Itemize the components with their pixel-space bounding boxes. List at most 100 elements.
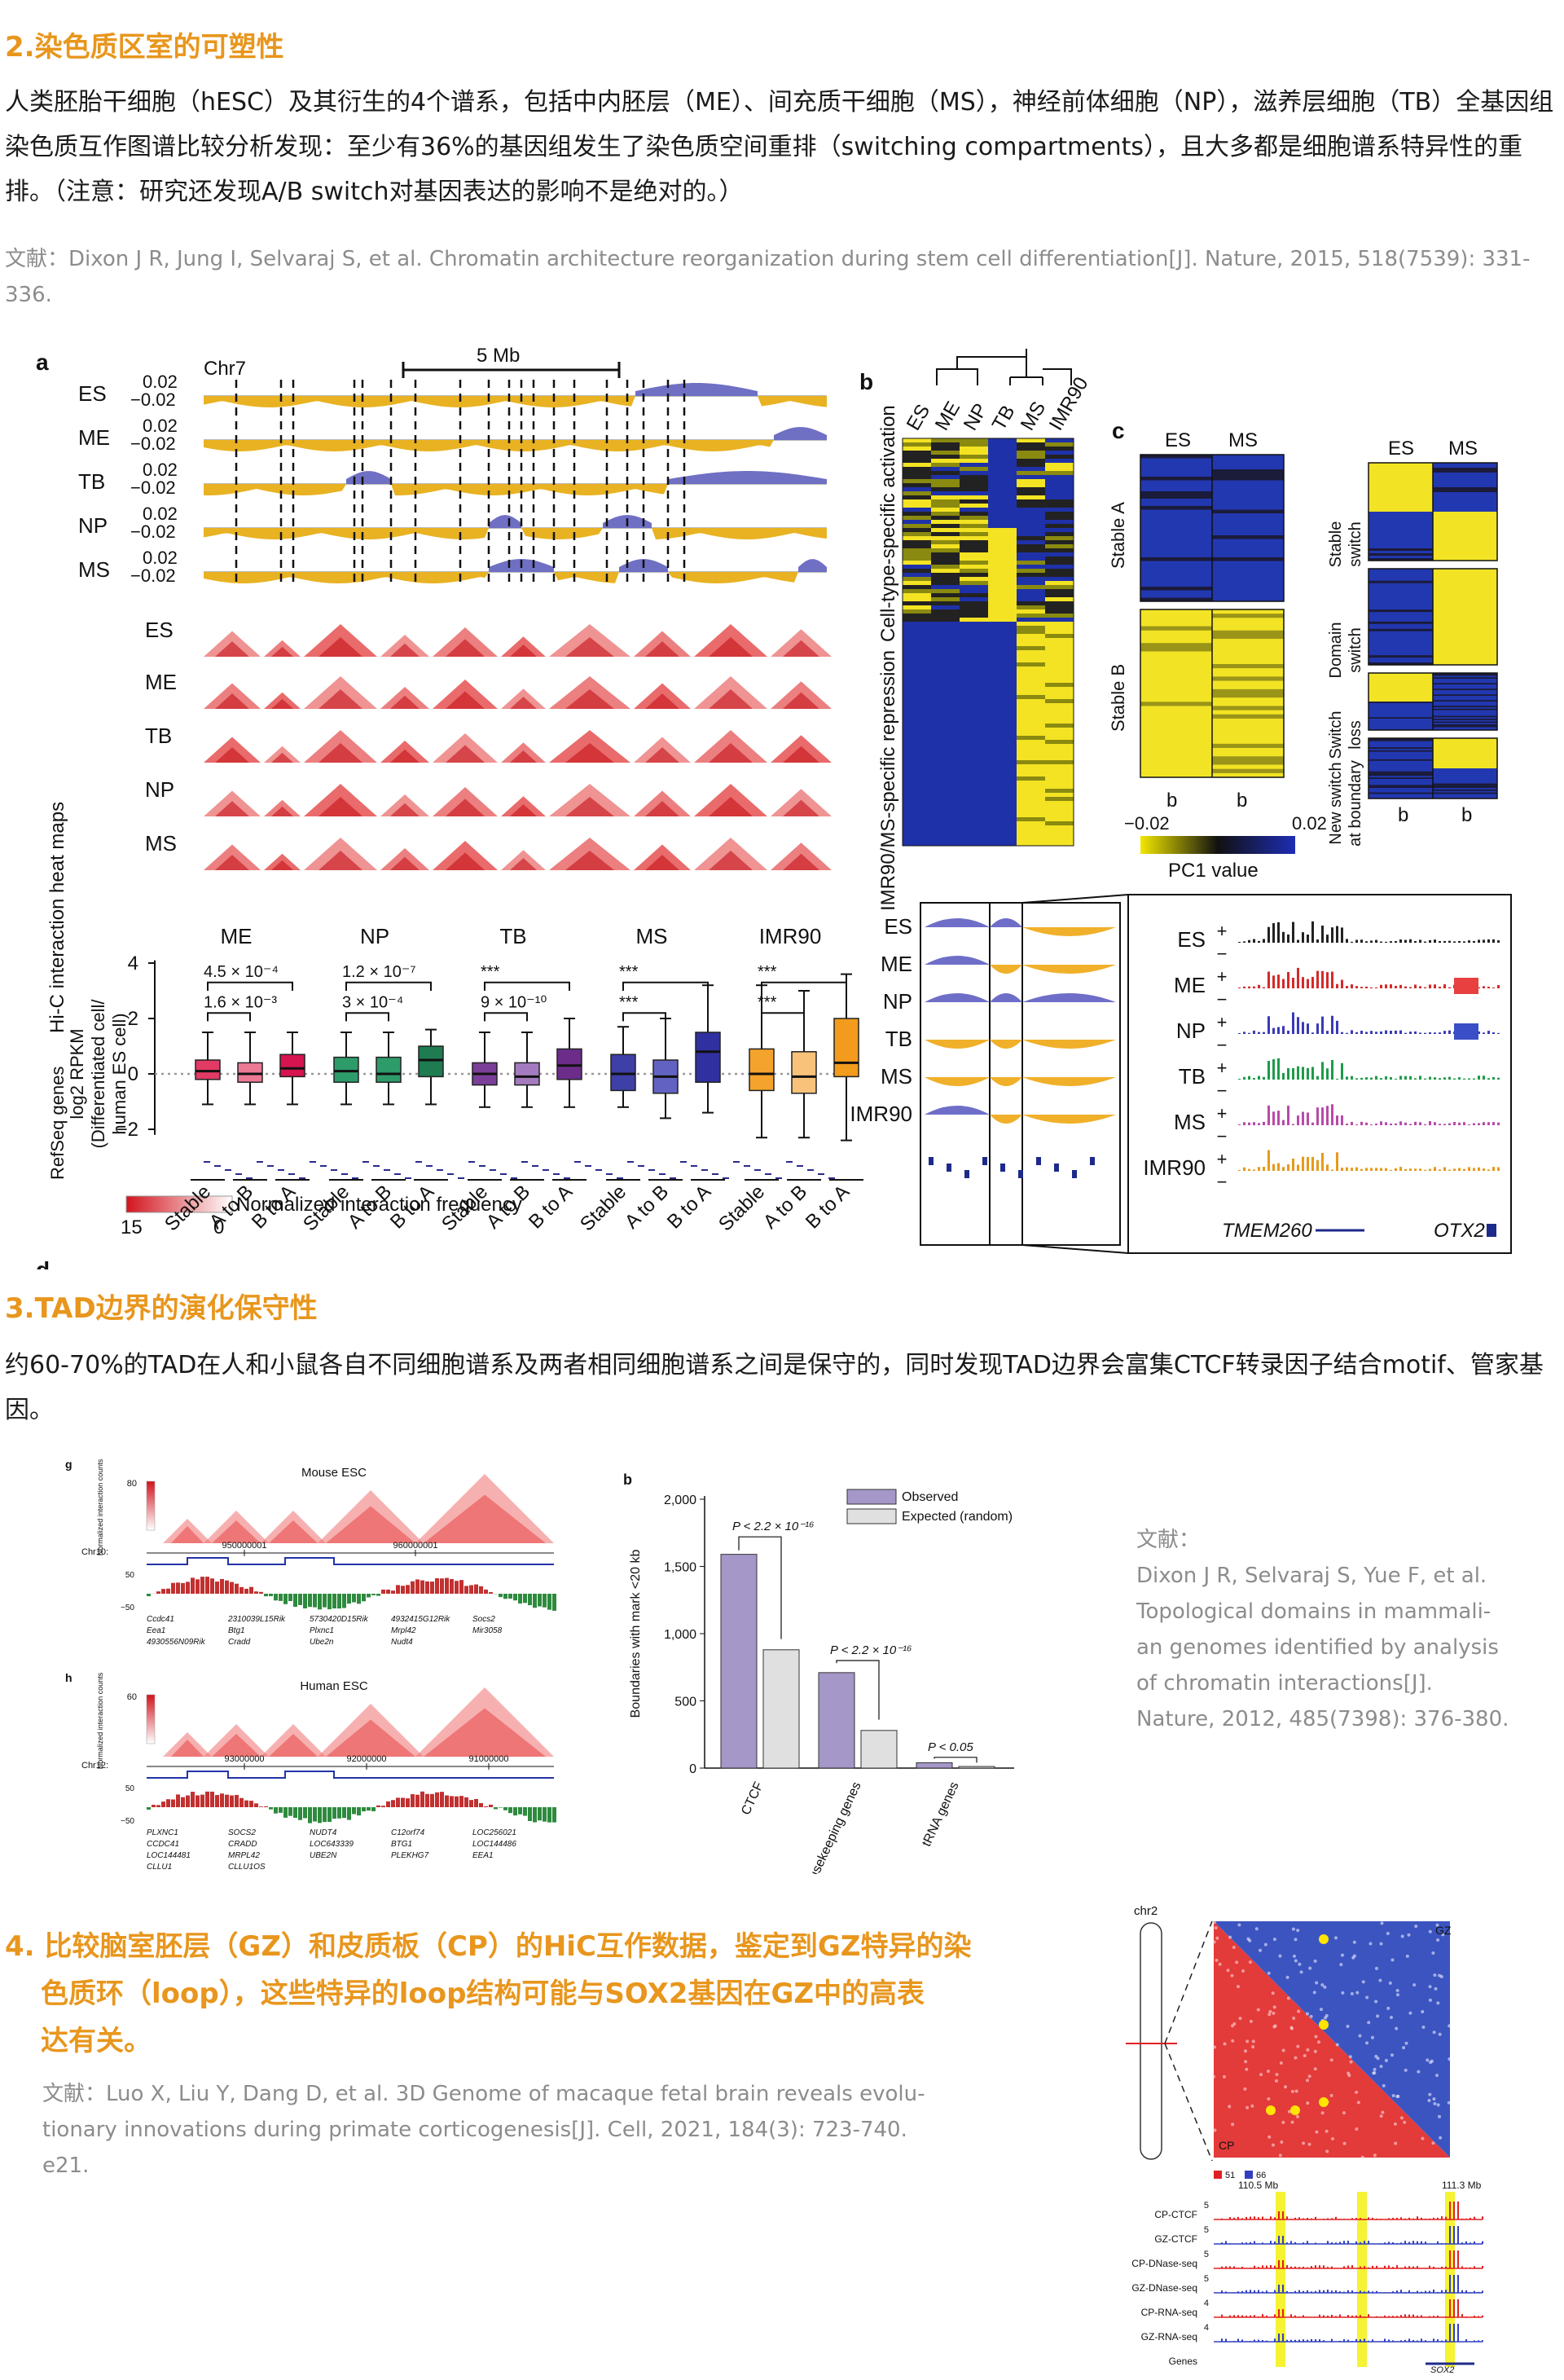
panel-b-cell xyxy=(1045,597,1074,602)
panel-b-cell xyxy=(988,642,1017,647)
panel-b-cell xyxy=(988,683,1017,688)
contact-dot xyxy=(1308,1966,1312,1970)
track-signal xyxy=(1315,2339,1316,2342)
panel-c-right-row-label: Domain switch xyxy=(1327,622,1364,679)
di-bar xyxy=(445,1795,449,1807)
contact-dot xyxy=(1417,2070,1421,2074)
switch-loss-cell xyxy=(1368,683,1434,685)
panel-b-cell xyxy=(988,451,1017,455)
stable-b-cell xyxy=(1140,760,1213,766)
panel-b-cell xyxy=(1017,626,1046,631)
stable-a-cell xyxy=(1140,473,1213,477)
tad-core xyxy=(565,851,614,870)
di-bar xyxy=(293,1594,297,1608)
di-bar xyxy=(371,1594,376,1595)
stable-a-cell xyxy=(1212,462,1285,466)
panel-b-cell xyxy=(931,557,960,561)
gene-tmem260: TMEM260 xyxy=(1222,1220,1312,1242)
di-bar xyxy=(552,1807,556,1823)
panel-b-cell xyxy=(903,703,932,708)
track-signal xyxy=(1384,2315,1386,2317)
stable-b-cell xyxy=(1212,663,1285,669)
stable-b-cell xyxy=(1140,680,1213,686)
stable-b-cell xyxy=(1140,618,1213,622)
contact-dot xyxy=(1215,1958,1219,1962)
tad-core xyxy=(645,747,679,763)
track-signal xyxy=(1233,2315,1235,2317)
track-signal xyxy=(1274,2290,1276,2293)
signal-bar xyxy=(1439,1124,1441,1125)
gene-label: CLLU1 xyxy=(147,1863,172,1872)
panel-b-cell xyxy=(931,536,960,541)
panel-b-cell xyxy=(988,573,1017,578)
dendrogram-path xyxy=(936,349,1072,385)
panel-b-cell xyxy=(1045,573,1074,578)
panel-b-cell xyxy=(903,605,932,610)
track-max: 4 xyxy=(1204,2323,1209,2333)
cp-loop-marker xyxy=(1266,2105,1276,2115)
stable-a-cell xyxy=(1212,553,1285,558)
signal-bar xyxy=(1360,1121,1363,1125)
track-signal xyxy=(1388,2292,1390,2293)
panel-b-cell xyxy=(903,740,932,745)
panel-b-cell xyxy=(1045,695,1074,700)
new-switch-cell xyxy=(1368,759,1434,762)
track-signal xyxy=(1347,2265,1349,2268)
panel-b-cell xyxy=(903,504,932,508)
chr-tick-label: 93000000 xyxy=(225,1754,265,1764)
panel-b-cell xyxy=(931,459,960,464)
panel-b-cell xyxy=(1045,728,1074,732)
signal-bar xyxy=(1243,1122,1245,1125)
panel-b-cell xyxy=(1045,772,1074,777)
domain-switch-cell xyxy=(1433,643,1498,646)
track-signal xyxy=(1266,2340,1267,2342)
panel-b-cell xyxy=(1017,573,1046,578)
signal-bar xyxy=(1434,1077,1436,1080)
gene-label: LOC256021 xyxy=(472,1828,516,1837)
panel-b-cell xyxy=(1017,630,1046,635)
tad-triangle xyxy=(261,1724,326,1757)
panel-b-cell xyxy=(988,516,1017,521)
track-signal xyxy=(1449,2202,1451,2219)
tad-core xyxy=(783,640,819,657)
contact-dot xyxy=(1280,2140,1284,2144)
new-switch-cell xyxy=(1368,739,1434,742)
panel-b-cell xyxy=(1045,557,1074,561)
panel-b-cell xyxy=(960,548,989,553)
contact-dot xyxy=(1254,1927,1259,1931)
panel-b-cell xyxy=(903,593,932,598)
legend-blue-swatch xyxy=(1245,2171,1253,2179)
panel-b-cell xyxy=(988,805,1017,810)
stable-b-cell xyxy=(1140,706,1213,711)
contact-dot xyxy=(1388,1981,1392,1985)
stable-a-cell xyxy=(1140,539,1213,543)
track-signal xyxy=(1360,2266,1361,2268)
new-switch-cell xyxy=(1433,790,1498,794)
contact-dot xyxy=(1346,2024,1350,2028)
stable-switch-cell xyxy=(1433,551,1498,554)
contact-dot xyxy=(1400,1934,1404,1938)
panel-b-cell xyxy=(931,618,960,622)
panel-e-left-label: ES xyxy=(884,914,912,939)
domain-switch-cell xyxy=(1368,605,1434,608)
panel-b-cell xyxy=(1017,601,1046,606)
panel-b-cell xyxy=(988,732,1017,737)
contact-dot xyxy=(1435,1923,1439,1927)
section4-ref-line: tionary innovations during primate corti… xyxy=(42,2118,907,2142)
panel-b-cell xyxy=(931,565,960,570)
track-signal xyxy=(1425,2241,1426,2244)
track-signal xyxy=(1453,2324,1455,2342)
di-bar xyxy=(230,1582,234,1594)
panel-b-cell xyxy=(903,748,932,753)
panel-b-cell xyxy=(988,679,1017,684)
panel-d-xlabel: B to A xyxy=(802,1181,854,1233)
signal-bar xyxy=(1292,978,1294,988)
stable-a-cell xyxy=(1140,462,1213,466)
track-signal xyxy=(1274,2265,1276,2268)
panel-b-cell xyxy=(931,687,960,692)
panel-b-cell xyxy=(988,544,1017,549)
panel-b-cell xyxy=(931,764,960,769)
panel-e-b-segment xyxy=(1022,1077,1116,1086)
gz-loop-marker xyxy=(1319,2020,1329,2030)
di-bar xyxy=(503,1594,507,1599)
